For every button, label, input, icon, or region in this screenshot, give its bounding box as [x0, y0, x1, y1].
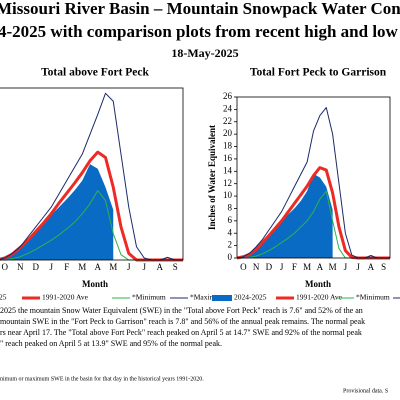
legend-label: 2024-2025 [0, 293, 7, 302]
y-tick-label: 16 [223, 153, 233, 163]
x-axis-label: Month [82, 279, 108, 289]
plot-frame [236, 96, 391, 259]
y-tick-label: 8 [228, 203, 233, 213]
snow-area [237, 173, 333, 258]
y-tick-label: 18 [223, 141, 233, 151]
x-axis-label: Month [305, 279, 331, 289]
x-tick-label: A [157, 262, 164, 272]
legend-label: *Minimum [132, 293, 166, 302]
x-tick-label: J [49, 262, 53, 272]
y-tick-label: 4 [228, 227, 233, 237]
title: Missouri River Basin – Mountain Snowpack… [0, 0, 400, 18]
provisional-note: Provisional data. S [343, 388, 388, 394]
summary-line: mountain SWE in the "Fort Peck to Garris… [0, 317, 365, 326]
x-tick-label: D [266, 262, 273, 272]
summary-line: " reach peaked on April 5 at 13.9" SWE a… [0, 339, 222, 348]
x-tick-label: N [17, 262, 24, 272]
legend-label: 2024-2025 [234, 293, 267, 302]
y-tick-label: 22 [223, 116, 232, 126]
x-tick-label: N [253, 262, 260, 272]
snow-area [0, 164, 114, 260]
plot-frame [0, 87, 184, 261]
x-tick-label: M [109, 262, 117, 272]
legend-label: *Maximum [190, 293, 225, 302]
x-tick-label: A [368, 262, 375, 272]
y-tick-label: 12 [223, 178, 232, 188]
y-tick-label: 14 [223, 165, 233, 175]
x-tick-label: D [33, 262, 40, 272]
x-tick-label: M [329, 262, 337, 272]
legend-label: 1991-2020 Ave [42, 293, 89, 302]
y-tick-label: 10 [223, 190, 233, 200]
x-tick-label: A [95, 262, 102, 272]
date: 18-May-2025 [171, 46, 238, 60]
legend-label: *Minimum [356, 293, 390, 302]
x-tick-label: M [303, 262, 311, 272]
x-tick-label: J [356, 262, 360, 272]
y-axis-label: Inches of Water Equivalent [207, 125, 217, 230]
footnote: nimum or maximum SWE in the basin for th… [0, 375, 204, 382]
x-tick-label: F [64, 262, 69, 272]
x-tick-label: O [2, 262, 9, 272]
y-tick-label: 0 [228, 252, 233, 262]
x-tick-label: J [142, 262, 146, 272]
y-tick-label: 2 [228, 240, 233, 250]
y-tick-label: 6 [228, 215, 233, 225]
y-tick-label: 20 [223, 128, 233, 138]
x-tick-label: S [381, 262, 386, 272]
x-tick-label: J [127, 262, 131, 272]
plot-title: Total above Fort Peck [41, 67, 149, 79]
x-tick-label: O [240, 262, 247, 272]
legend-label: 1991-2020 Ave [296, 293, 343, 302]
x-tick-label: S [173, 262, 178, 272]
plot-title: Total Fort Peck to Garrison [250, 67, 387, 79]
x-tick-label: F [292, 262, 297, 272]
y-tick-label: 26 [223, 91, 233, 101]
x-tick-label: M [78, 262, 86, 272]
legend-swatch [212, 295, 232, 301]
summary-line: rs near April 17. The "Total above Fort … [0, 328, 362, 337]
y-tick-label: 24 [223, 103, 233, 113]
x-tick-label: J [344, 262, 348, 272]
summary-line: 2025 the mountain Snow Water Equivalent … [0, 306, 363, 315]
subtitle: 4-2025 with comparison plots from recent… [0, 22, 400, 41]
x-tick-label: A [317, 262, 324, 272]
x-tick-label: J [280, 262, 284, 272]
